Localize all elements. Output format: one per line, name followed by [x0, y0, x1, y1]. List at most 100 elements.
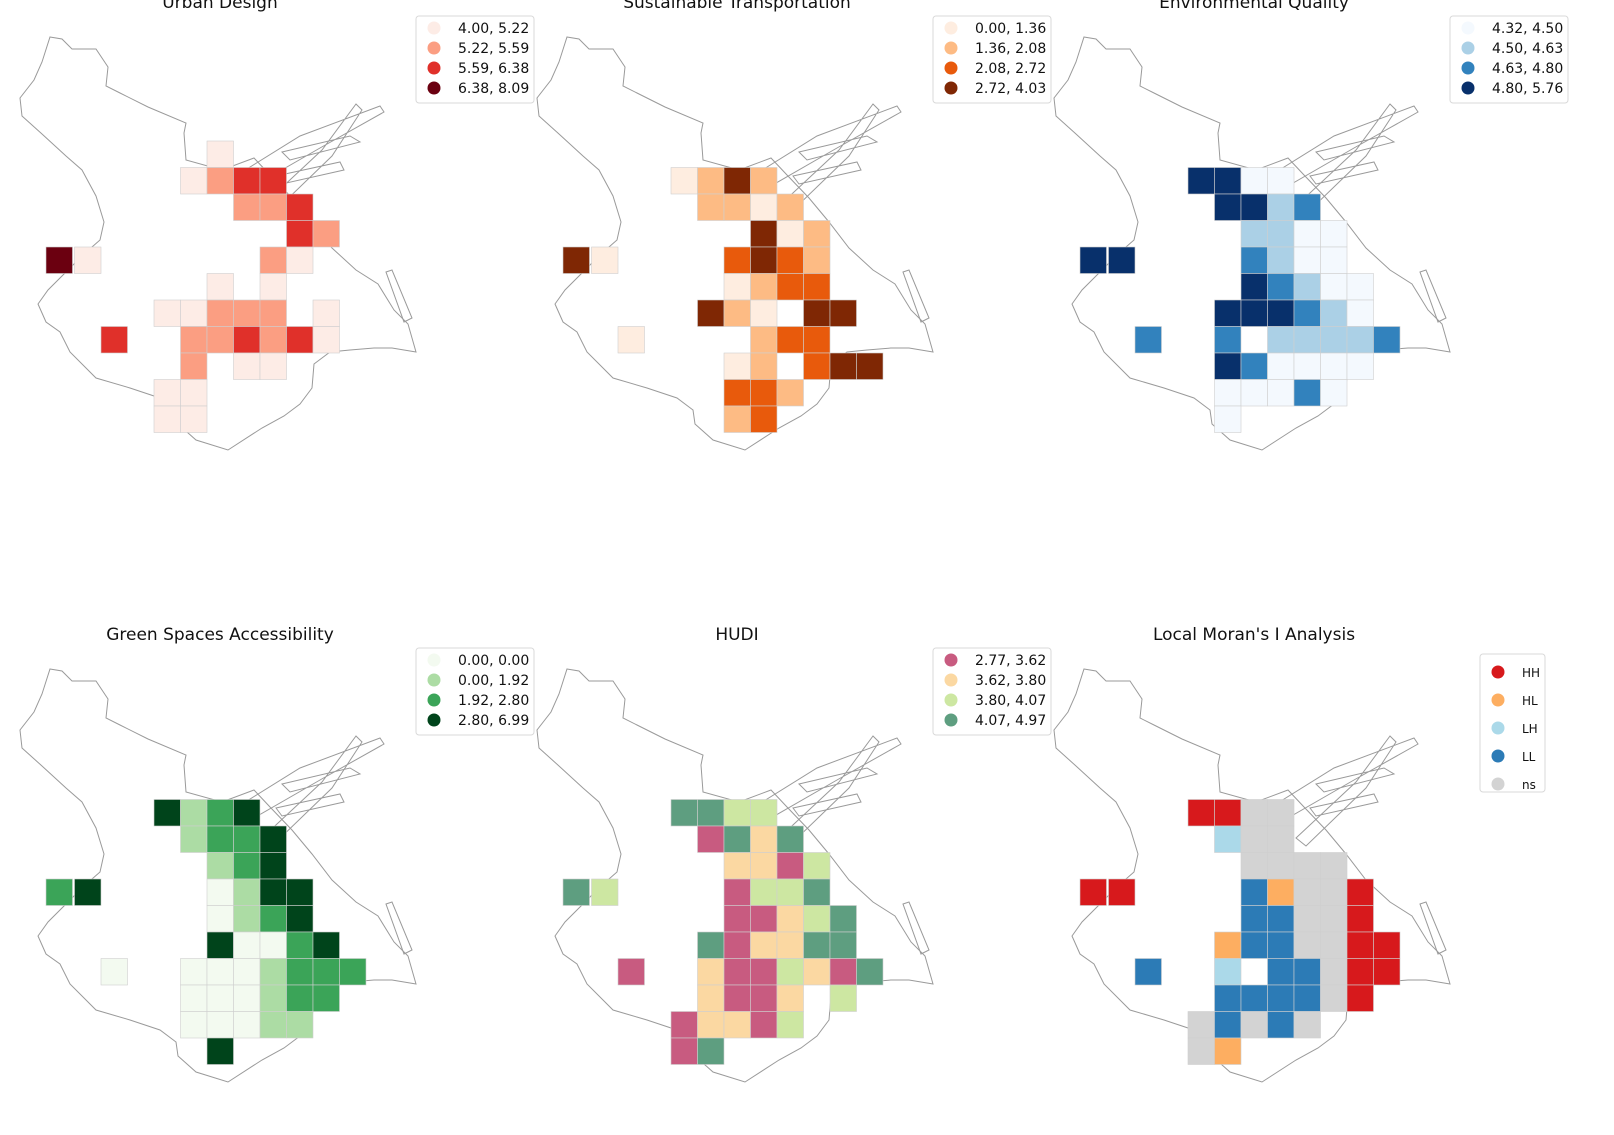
legend-marker [944, 41, 958, 55]
grid-cell [259, 878, 287, 906]
grid-cell [1346, 984, 1374, 1012]
grid-cell [206, 140, 234, 168]
legend-marker [427, 61, 441, 75]
grid-cell [1240, 905, 1268, 933]
legend-box [932, 647, 1052, 736]
legend-marker [427, 653, 441, 667]
grid-cell [1346, 931, 1374, 959]
grid-cell [750, 220, 778, 248]
grid-cell [1267, 246, 1295, 274]
grid-cell [286, 931, 314, 959]
grid-cell [1373, 326, 1401, 354]
grid-cell [1267, 825, 1295, 853]
grid-cell [233, 167, 261, 195]
legend-label: 5.22, 5.59 [458, 41, 529, 57]
grid-cell [1293, 905, 1321, 933]
grid-cell [1267, 878, 1295, 906]
grid-cell [1293, 958, 1321, 986]
grid-cell [697, 931, 725, 959]
legend-label: 5.59, 6.38 [458, 61, 529, 77]
grid-cell [829, 931, 857, 959]
grid-cell [776, 958, 804, 986]
grid-cell [1214, 379, 1242, 407]
grid-cell [1293, 931, 1321, 959]
legend-marker [427, 81, 441, 95]
grid-cell [750, 405, 778, 433]
grid-cell [100, 958, 128, 986]
legend-marker [1461, 41, 1475, 55]
legend-label: 4.63, 4.80 [1492, 61, 1563, 77]
grid-cell [1187, 1011, 1215, 1039]
grid-cell [339, 958, 367, 986]
pier-boundary [742, 103, 930, 323]
legend-box [932, 15, 1052, 104]
grid-cell [180, 167, 208, 195]
grid-cell [750, 905, 778, 933]
grid-cell [1320, 931, 1348, 959]
legend-label: HH [1522, 666, 1540, 680]
grid-cell [750, 246, 778, 274]
grid-cell [1267, 931, 1295, 959]
panel-title: Green Spaces Accessibility [106, 625, 334, 645]
grid-cell [206, 167, 234, 195]
grid-cell [74, 246, 102, 274]
legend-label: ns [1522, 778, 1536, 792]
grid-cell [723, 352, 751, 380]
legend-box [415, 15, 535, 104]
legend-marker [1491, 777, 1505, 791]
grid-cell [1293, 852, 1321, 880]
grid-cell [1346, 958, 1374, 986]
grid-cell [1214, 299, 1242, 327]
grid-cell [1293, 326, 1321, 354]
grid-cell [206, 931, 234, 959]
grid-cell [312, 326, 340, 354]
grid-cell [1346, 905, 1374, 933]
grid-cell [206, 273, 234, 301]
legend-label: 2.77, 3.62 [975, 653, 1046, 669]
legend-marker [944, 653, 958, 667]
grid-cell [1187, 1037, 1215, 1065]
grid-cell [1240, 299, 1268, 327]
grid-cell [1267, 379, 1295, 407]
grid-cell [180, 799, 208, 827]
legend-label: 3.80, 4.07 [975, 693, 1046, 709]
grid-cell [562, 878, 590, 906]
grid-cell [1267, 852, 1295, 880]
grid-cell [723, 405, 751, 433]
legend-marker [944, 81, 958, 95]
grid-cell [723, 905, 751, 933]
grid-cell [1240, 352, 1268, 380]
legend-label: 2.80, 6.99 [458, 713, 529, 729]
grid-cell [829, 299, 857, 327]
grid-cell [776, 220, 804, 248]
legend-label: 0.00, 0.00 [458, 653, 529, 669]
grid-cell [750, 352, 778, 380]
grid-cell [591, 246, 619, 274]
grid-cell [723, 246, 751, 274]
panel-title: Environmental Quality [1159, 0, 1349, 13]
grid-cell [1293, 1011, 1321, 1039]
grid-cell [1214, 405, 1242, 433]
grid-cell [723, 273, 751, 301]
grid-cell [233, 299, 261, 327]
grid-cell [180, 352, 208, 380]
grid-cell [180, 379, 208, 407]
grid-cell [312, 220, 340, 248]
legend-marker [944, 713, 958, 727]
legend-box [415, 647, 535, 736]
panel-4: HUDI 2.77, 3.62 3.62, 3.80 3.80, 4.07 4.07, … [536, 625, 1052, 1083]
grid-cell [153, 799, 181, 827]
grid-cell [1320, 326, 1348, 354]
grid-cell [617, 958, 645, 986]
grid-cell [803, 220, 831, 248]
legend-label: 0.00, 1.36 [975, 21, 1046, 37]
grid-cell [1240, 246, 1268, 274]
legend-marker [427, 21, 441, 35]
grid-cell [723, 1011, 751, 1039]
grid-cell [153, 379, 181, 407]
legend-label: HL [1522, 694, 1538, 708]
grid-cell [750, 167, 778, 195]
grid-cell [776, 905, 804, 933]
grid-cell [829, 905, 857, 933]
legend-marker [944, 21, 958, 35]
